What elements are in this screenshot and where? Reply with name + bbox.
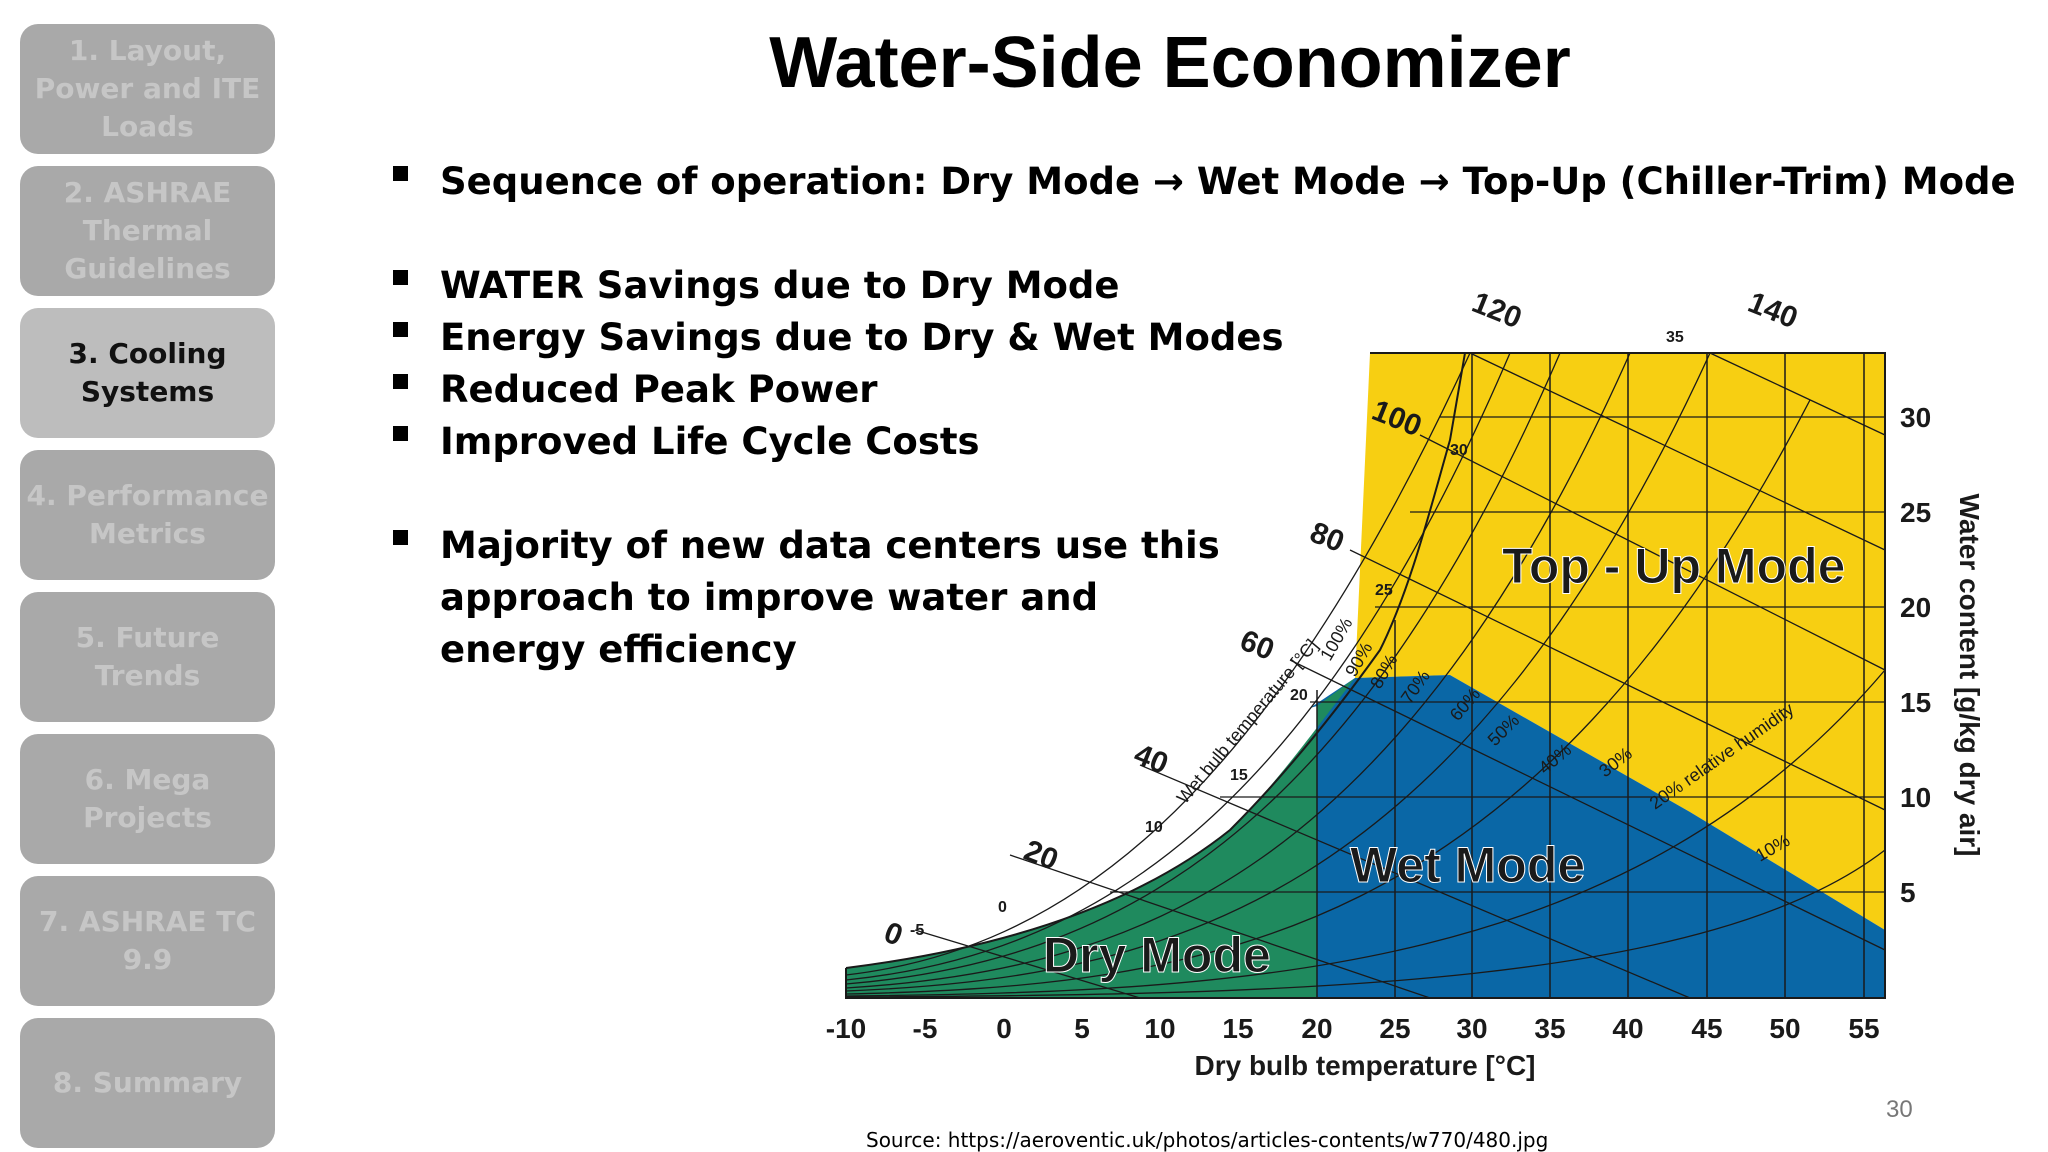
nav-item-label: 2. ASHRAE Thermal Guidelines <box>63 176 232 285</box>
y-tick: 20 <box>1900 592 1931 623</box>
topup-mode-label: Top - Up Mode <box>1502 538 1845 594</box>
x-tick: 0 <box>996 1013 1012 1044</box>
wet-bulb-label: 30 <box>1450 442 1468 459</box>
enthalpy-label: 120 <box>1467 286 1526 335</box>
nav-item-cooling-systems[interactable]: 3. Cooling Systems <box>20 308 275 438</box>
y-tick: 15 <box>1900 687 1931 718</box>
enthalpy-label: 140 <box>1743 286 1802 335</box>
bullet-majority-line-1: Majority of new data centers use this <box>440 524 1220 567</box>
page-number: 30 <box>1886 1096 1913 1123</box>
bullet-peak-power: Reduced Peak Power <box>440 368 878 411</box>
wet-mode-label: Wet Mode <box>1350 837 1585 893</box>
nav-item-mega-projects[interactable]: 6. Mega Projects <box>20 734 275 864</box>
wet-bulb-label: 35 <box>1666 329 1684 346</box>
bullet-life-cycle: Improved Life Cycle Costs <box>440 420 980 463</box>
dry-region <box>846 678 1355 998</box>
y-tick: 25 <box>1900 497 1931 528</box>
bullet-marker <box>393 322 408 337</box>
x-tick: 15 <box>1222 1013 1253 1044</box>
y-tick: 5 <box>1900 877 1916 908</box>
nav-item-label: 5. Future Trends <box>75 621 220 692</box>
dry-mode-label: Dry Mode <box>1043 927 1271 983</box>
x-tick: -10 <box>826 1013 866 1044</box>
bullet-water-savings: WATER Savings due to Dry Mode <box>440 264 1120 307</box>
x-tick: 20 <box>1301 1013 1332 1044</box>
enthalpy-label: 80 <box>1305 516 1348 559</box>
topup-region <box>1355 353 1885 930</box>
bullet-sequence: Sequence of operation: Dry Mode → Wet Mo… <box>440 160 2016 203</box>
nav-item-label: 6. Mega Projects <box>83 763 212 834</box>
bullet-majority-line-2: approach to improve water and <box>440 576 1099 619</box>
wet-bulb-label: 20 <box>1290 687 1308 704</box>
y-axis-label: Water content [g/kg dry air] <box>1954 493 1985 856</box>
x-tick: 30 <box>1456 1013 1487 1044</box>
bullet-energy-savings: Energy Savings due to Dry & Wet Modes <box>440 316 1284 359</box>
page-title: Water-Side Economizer <box>769 23 1571 103</box>
topup-region-curve <box>1355 353 1470 678</box>
bullet-majority-line-3: energy efficiency <box>440 628 797 671</box>
enthalpy-label: 40 <box>1129 738 1172 781</box>
nav-item-ashrae-thermal[interactable]: 2. ASHRAE Thermal Guidelines <box>20 166 275 296</box>
chart-outline <box>845 352 1886 999</box>
saturation-curve <box>845 352 1466 969</box>
nav-item-performance-metrics[interactable]: 4. Performance Metrics <box>20 450 275 580</box>
wet-bulb-label: 0 <box>998 899 1007 916</box>
x-tick: 45 <box>1691 1013 1722 1044</box>
x-tick: 10 <box>1144 1013 1175 1044</box>
nav-item-label: 1. Layout, Power and ITE Loads <box>34 34 261 143</box>
nav-item-label: 8. Summary <box>52 1066 243 1099</box>
enthalpy-label: 60 <box>1235 624 1278 667</box>
nav-item-label: 3. Cooling Systems <box>68 337 227 408</box>
nav-item-label: 4. Performance Metrics <box>26 479 269 550</box>
wet-bulb-label: 10 <box>1145 819 1163 836</box>
wet-bulb-label: -5 <box>910 922 924 939</box>
psychrometric-chart: Dry Mode Wet Mode Top - Up Mode -10 -5 0… <box>826 286 1985 1081</box>
enthalpy-label: 0 <box>879 916 907 953</box>
nav-item-summary[interactable]: 8. Summary <box>20 1018 275 1148</box>
rh-curves <box>845 352 1886 998</box>
x-tick: 25 <box>1379 1013 1410 1044</box>
wet-bulb-labels: -5 0 10 15 20 25 30 35 <box>910 329 1684 939</box>
bullet-marker <box>393 166 408 181</box>
x-tick: 50 <box>1769 1013 1800 1044</box>
x-axis-ticks: -10 -5 0 5 10 15 20 25 30 35 40 45 50 55 <box>826 1013 1880 1044</box>
nav-item-label: 7. ASHRAE TC 9.9 <box>39 905 256 976</box>
nav-item-future-trends[interactable]: 5. Future Trends <box>20 592 275 722</box>
x-tick: 40 <box>1612 1013 1643 1044</box>
enthalpy-lines <box>914 352 1886 999</box>
x-axis-label: Dry bulb temperature [°C] <box>1194 1050 1535 1081</box>
x-tick: -5 <box>913 1013 938 1044</box>
nav-item-layout-power[interactable]: 1. Layout, Power and ITE Loads <box>20 24 275 154</box>
nav-item-ashrae-tc[interactable]: 7. ASHRAE TC 9.9 <box>20 876 275 1006</box>
bullet-marker <box>393 530 408 545</box>
y-tick: 30 <box>1900 402 1931 433</box>
x-tick: 5 <box>1074 1013 1090 1044</box>
source-citation: Source: https://aeroventic.uk/photos/art… <box>866 1128 1549 1152</box>
y-axis-ticks: 5 10 15 20 25 30 <box>1900 402 1931 908</box>
bullet-marker <box>393 426 408 441</box>
wet-bulb-label: 15 <box>1230 767 1248 784</box>
wet-bulb-label: 25 <box>1375 582 1393 599</box>
x-tick: 55 <box>1848 1013 1879 1044</box>
x-tick: 35 <box>1534 1013 1565 1044</box>
bullet-marker <box>393 374 408 389</box>
bullet-marker <box>393 270 408 285</box>
wet-region <box>1310 675 1885 998</box>
y-tick: 10 <box>1900 782 1931 813</box>
